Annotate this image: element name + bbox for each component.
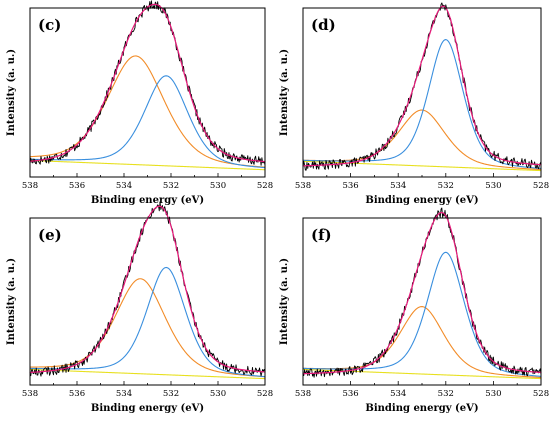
y-axis-title: Intensity (a. u.) [6,258,17,345]
x-tick-label: 530 [485,389,501,399]
x-tick-label: 538 [22,181,38,191]
raw-data-series [302,207,542,378]
x-tick-label: 538 [295,181,311,191]
x-tick-label: 534 [390,389,406,399]
x-axis-title: Binding energy (eV) [365,403,478,414]
envelope-series [302,5,542,167]
raw-data-series [29,201,266,377]
x-axis-title: Binding energy (eV) [91,195,204,206]
panel-label: (c) [38,16,61,34]
component-blue-series [29,75,266,169]
panel-f: 538 536 534 532 530 528 Binding energy (eV) Int… [279,207,549,414]
x-tick-label: 528 [533,181,549,191]
x-tick-label: 532 [438,389,454,399]
x-tick-label: 538 [22,389,38,399]
baseline-series [29,368,266,380]
baseline-series [29,159,266,171]
panel-c: 538 536 534 532 530 528 Binding energy (eV) Int… [6,0,273,206]
envelope-series [29,205,266,374]
y-axis-title: Intensity (a. u.) [6,49,17,136]
x-tick-label: 536 [69,389,85,399]
component-orange-series [29,55,266,168]
x-tick-label: 532 [438,181,454,191]
plot-frame [302,217,542,386]
x-tick-label: 536 [342,389,358,399]
plot-frame [29,217,266,386]
x-tick-label: 538 [295,389,311,399]
plot-frame [302,7,542,178]
x-tick-label: 532 [163,181,179,191]
x-tick-label: 536 [342,181,358,191]
x-tick-label: 528 [257,389,273,399]
x-tick-label: 530 [210,181,226,191]
component-orange-series [29,278,266,378]
envelope-series [29,3,266,163]
raw-data-series [302,2,542,171]
x-tick-label: 530 [485,181,501,191]
plot-frame [29,7,266,178]
x-tick-label: 536 [69,181,85,191]
x-tick-label: 530 [210,389,226,399]
x-tick-label: 528 [257,181,273,191]
x-axis-title: Binding energy (eV) [91,403,204,414]
y-axis-title: Intensity (a. u.) [279,49,290,136]
envelope-series [302,211,542,375]
y-axis-title: Intensity (a. u.) [279,258,290,345]
raw-data-series [29,0,266,166]
x-tick-label: 528 [533,389,549,399]
x-axis-title: Binding energy (eV) [365,195,478,206]
panel-d: 538 536 534 532 530 528 Binding energy (eV) Int… [279,2,549,206]
component-blue-series [302,251,542,377]
x-tick-label: 534 [116,181,132,191]
x-tick-label: 532 [163,389,179,399]
panel-label: (e) [38,226,62,244]
x-tick-label: 534 [116,389,132,399]
panel-label: (f) [311,226,332,244]
panel-e: 538 536 534 532 530 528 Binding energy (eV) Int… [6,201,273,414]
x-tick-label: 534 [390,181,406,191]
panel-label: (d) [311,16,336,34]
